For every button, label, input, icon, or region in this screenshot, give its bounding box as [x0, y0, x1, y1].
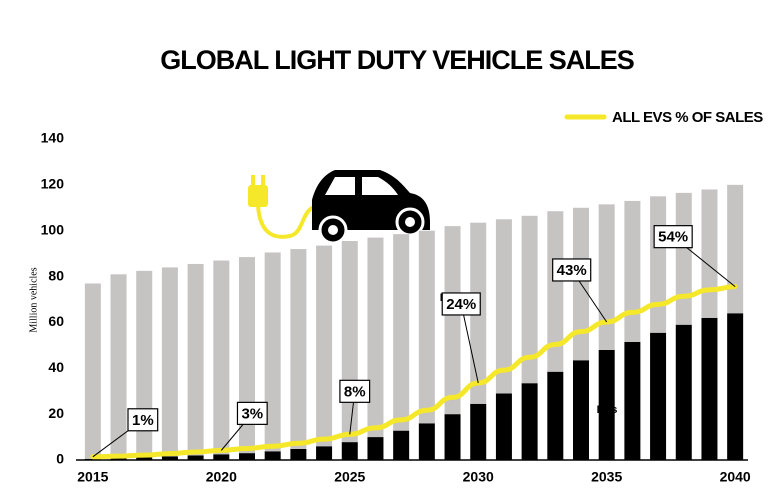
bar	[161, 267, 178, 457]
x-tick-label: 2015	[77, 469, 108, 485]
series-label: EVs	[597, 404, 618, 416]
label-box	[127, 408, 159, 432]
bar	[187, 455, 204, 460]
leader-line	[460, 303, 479, 384]
bar	[470, 403, 487, 460]
label-box	[339, 379, 371, 403]
bar	[547, 211, 564, 372]
hub	[405, 217, 415, 227]
bar	[675, 192, 692, 325]
label-box	[653, 225, 693, 249]
bar	[316, 245, 333, 447]
label-box	[236, 401, 268, 425]
y-tick-label: 20	[48, 405, 64, 421]
y-tick-label: 40	[48, 359, 64, 375]
data-label: 8%	[344, 383, 366, 400]
legend-label: ALL EVS % OF SALES	[612, 109, 763, 126]
y-tick-label: 60	[48, 313, 64, 329]
label-box	[441, 292, 481, 316]
bar	[136, 457, 153, 460]
x-tick-label: 2030	[463, 469, 494, 485]
y-tick-label: 140	[41, 130, 65, 146]
bar	[367, 237, 384, 438]
bar	[675, 324, 692, 460]
bar	[444, 226, 461, 415]
bar	[495, 393, 512, 460]
bar	[495, 219, 512, 394]
y-tick-label: 0	[56, 451, 64, 467]
bar	[110, 458, 127, 460]
bar	[521, 215, 538, 384]
bar	[213, 260, 230, 455]
bar	[598, 204, 615, 350]
cable	[255, 191, 319, 239]
bar	[213, 454, 230, 460]
y-tick-label: 100	[41, 221, 65, 237]
bar	[393, 234, 410, 431]
bar	[624, 341, 641, 460]
bar	[264, 451, 281, 460]
bar	[187, 263, 204, 456]
label-box	[552, 258, 592, 282]
bar	[341, 442, 358, 460]
bar	[521, 383, 538, 460]
x-tick-label: 2040	[720, 469, 751, 485]
bar	[444, 414, 461, 460]
bar	[727, 184, 744, 314]
bar	[290, 249, 307, 449]
plug-pin	[251, 175, 255, 187]
line	[90, 284, 738, 460]
y-tick-label: 120	[41, 176, 65, 192]
bar	[239, 453, 255, 460]
y-tick-label: 80	[48, 267, 64, 283]
bar	[264, 252, 281, 452]
chart-title: GLOBAL LIGHT DUTY VEHICLE SALES	[160, 45, 634, 75]
plug	[248, 185, 268, 207]
y-axis-label: Million vehicles	[28, 267, 39, 332]
data-label: 1%	[132, 412, 154, 429]
data-label: 24%	[446, 296, 476, 313]
data-label: 54%	[658, 229, 688, 246]
bar	[650, 196, 667, 333]
car-window	[325, 177, 398, 195]
bar	[367, 437, 384, 460]
hub	[328, 225, 338, 235]
bar	[598, 349, 615, 460]
bar	[701, 189, 718, 318]
bar	[84, 283, 101, 459]
bar	[341, 241, 358, 443]
x-tick-label: 2025	[334, 469, 365, 485]
data-label: 3%	[241, 405, 263, 422]
bar	[393, 430, 410, 460]
bar	[624, 200, 641, 342]
bar	[110, 274, 127, 459]
bar	[418, 230, 435, 424]
bar	[161, 456, 178, 460]
x-tick-label: 2020	[206, 469, 237, 485]
bar	[573, 360, 589, 460]
bar	[290, 448, 307, 460]
x-tick-label: 2035	[591, 469, 622, 485]
bar	[316, 446, 333, 460]
bar	[418, 423, 435, 460]
car-icon	[248, 170, 430, 245]
plug-pin	[261, 175, 265, 187]
bar	[650, 332, 667, 460]
bar	[547, 371, 564, 460]
bar	[727, 313, 744, 460]
data-label: 43%	[557, 262, 587, 279]
bar	[701, 317, 718, 460]
